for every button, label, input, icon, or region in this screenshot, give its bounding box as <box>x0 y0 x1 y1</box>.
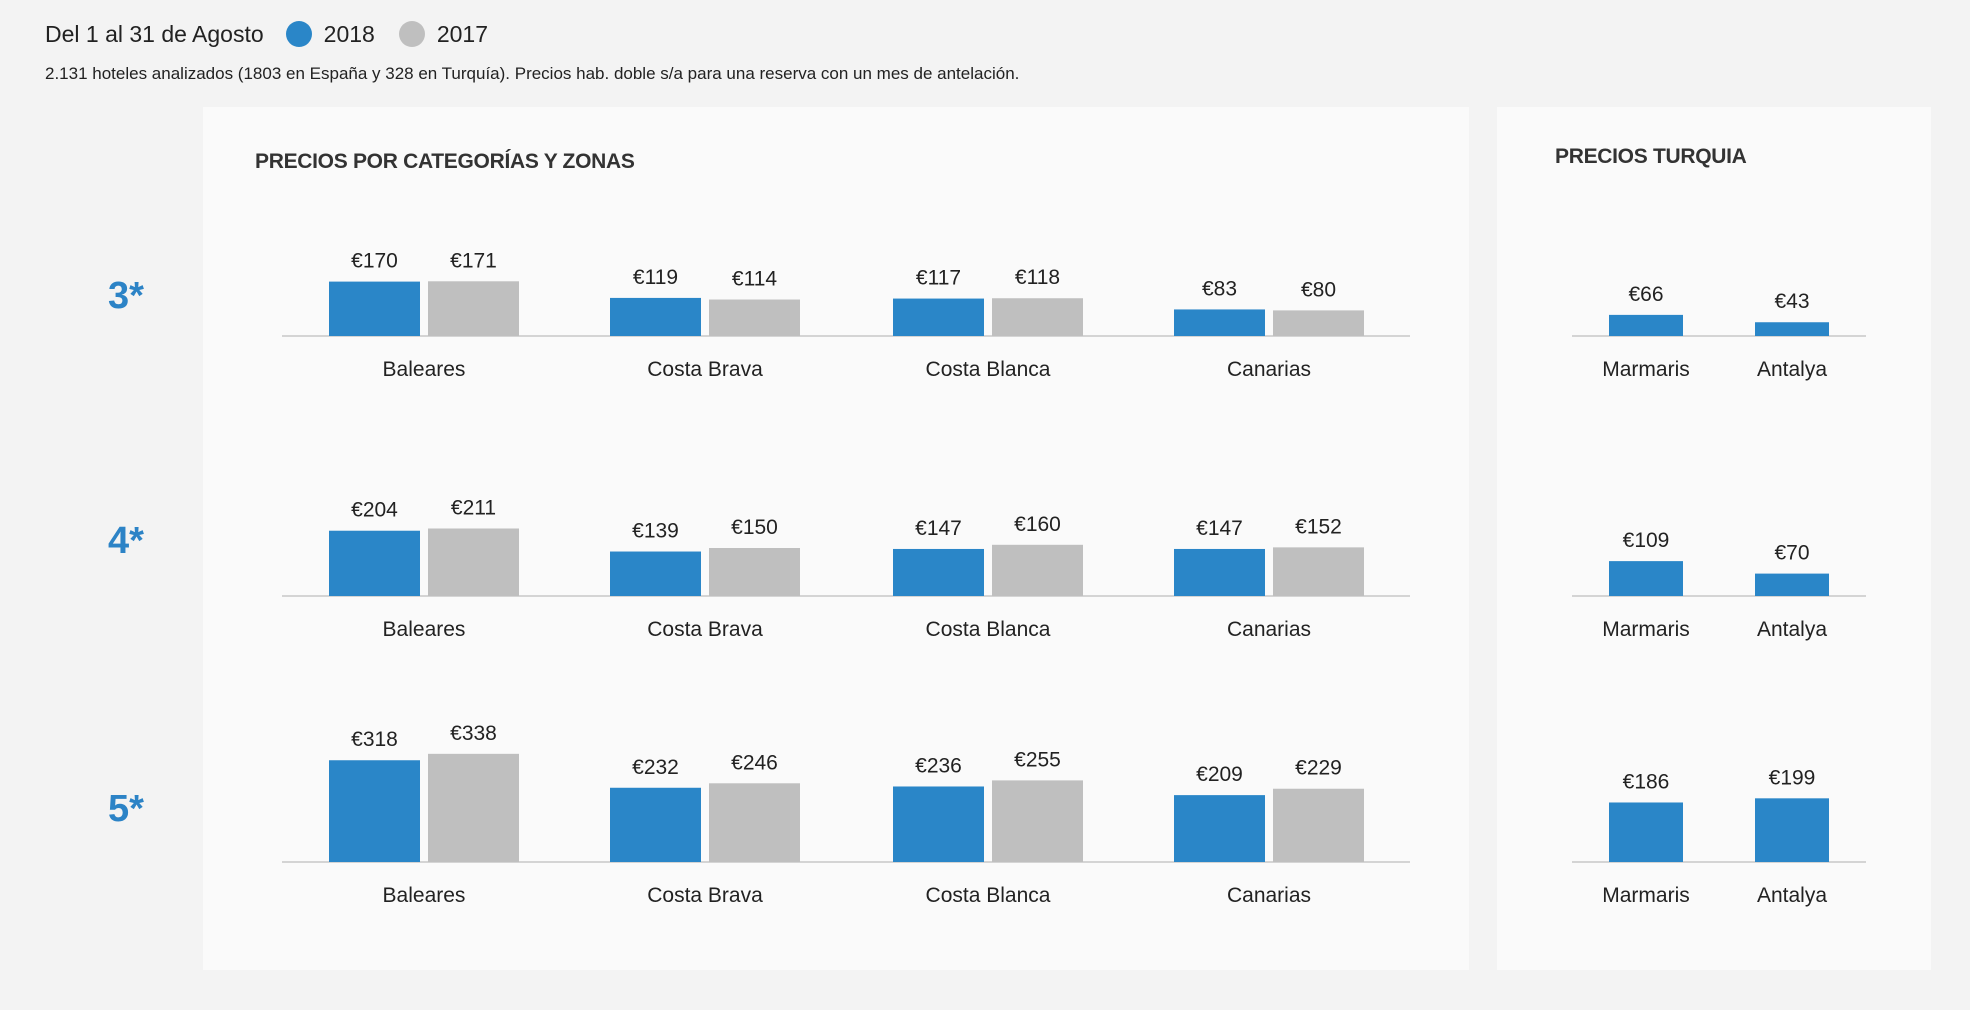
category-label-4-star: 4* <box>108 520 144 562</box>
spain-bar-costa-blanca-2017 <box>992 544 1083 596</box>
legend-swatch-2017 <box>398 21 425 47</box>
turkey-bar-antalya-2018 <box>1755 798 1829 862</box>
spain-bar-canarias-2017 <box>1273 310 1364 336</box>
category-label-5-star: 5* <box>108 788 144 830</box>
legend-label-2018: 2018 <box>323 20 375 47</box>
legend-label-2017: 2017 <box>436 20 489 47</box>
spain-category-label-costa-brava: Costa Brava <box>647 884 763 907</box>
spain-bar-baleares-2018 <box>329 530 420 596</box>
spain-value-label-canarias-2017: €80 <box>1301 278 1336 301</box>
spain-category-label-costa-brava: Costa Brava <box>647 618 763 641</box>
turkey-value-label-marmaris-2018: €186 <box>1623 770 1670 793</box>
spain-bar-baleares-2018 <box>329 760 420 862</box>
turkey-category-label-antalya: Antalya <box>1757 618 1827 641</box>
spain-category-label-costa-blanca: Costa Blanca <box>926 618 1051 641</box>
legend-swatch-2018 <box>285 21 312 47</box>
spain-bar-costa-brava-2018 <box>610 551 701 596</box>
subtitle: 2.131 hoteles analizados (1803 en España… <box>45 64 1020 83</box>
legend-item-2018: 2018 <box>285 20 375 48</box>
turkey-category-label-marmaris: Marmaris <box>1602 358 1690 381</box>
spain-value-label-costa-brava-2018: €139 <box>632 520 679 543</box>
spain-bar-canarias-2018 <box>1174 795 1265 862</box>
spain-value-label-canarias-2018: €209 <box>1196 763 1243 786</box>
spain-value-label-costa-blanca-2018: €236 <box>915 754 962 777</box>
spain-bar-costa-brava-2017 <box>709 299 800 336</box>
spain-value-label-baleares-2017: €171 <box>450 249 497 272</box>
spain-category-label-costa-blanca: Costa Blanca <box>926 884 1051 907</box>
spain-bar-costa-brava-2018 <box>610 297 701 336</box>
turkey-panel <box>1497 107 1931 970</box>
turkey-bar-antalya-2018 <box>1755 573 1829 596</box>
spain-bar-canarias-2018 <box>1174 548 1265 596</box>
spain-value-label-costa-blanca-2017: €118 <box>1015 266 1060 289</box>
spain-bar-baleares-2017 <box>428 281 519 336</box>
spain-value-label-baleares-2017: €338 <box>450 722 497 745</box>
legend-item-2017: 2017 <box>398 20 489 48</box>
turkey-value-label-antalya-2018: €43 <box>1774 290 1809 313</box>
turkey-value-label-antalya-2018: €70 <box>1774 542 1809 565</box>
spain-category-label-baleares: Baleares <box>383 358 466 381</box>
spain-value-label-canarias-2018: €83 <box>1202 277 1237 300</box>
spain-category-label-canarias: Canarias <box>1227 358 1311 381</box>
spain-bar-baleares-2017 <box>428 753 519 862</box>
spain-category-label-costa-blanca: Costa Blanca <box>926 358 1051 381</box>
turkey-value-label-antalya-2018: €199 <box>1769 766 1816 789</box>
spain-bar-costa-blanca-2017 <box>992 298 1083 336</box>
spain-category-label-baleares: Baleares <box>383 884 466 907</box>
spain-value-label-baleares-2018: €204 <box>351 499 398 522</box>
turkey-category-label-antalya: Antalya <box>1757 358 1827 381</box>
spain-value-label-canarias-2018: €147 <box>1196 517 1243 540</box>
spain-value-label-canarias-2017: €229 <box>1295 757 1342 780</box>
spain-value-label-costa-brava-2018: €232 <box>632 756 679 779</box>
spain-value-label-baleares-2018: €318 <box>351 728 398 751</box>
spain-bar-canarias-2018 <box>1174 309 1265 336</box>
turkey-bar-marmaris-2018 <box>1609 314 1683 336</box>
spain-bar-baleares-2018 <box>329 281 420 336</box>
spain-bar-costa-brava-2018 <box>610 787 701 862</box>
spain-bar-canarias-2017 <box>1273 547 1364 596</box>
spain-value-label-costa-blanca-2017: €255 <box>1014 748 1061 771</box>
spain-bar-costa-brava-2017 <box>709 548 800 596</box>
spain-value-label-costa-brava-2017: €114 <box>732 268 777 291</box>
turkey-value-label-marmaris-2018: €66 <box>1628 283 1663 306</box>
spain-bar-canarias-2017 <box>1273 788 1364 862</box>
spain-value-label-costa-blanca-2018: €147 <box>915 517 962 540</box>
header: Del 1 al 31 de Agosto 2018 2017 <box>45 14 512 54</box>
spain-bar-costa-blanca-2018 <box>893 548 984 596</box>
spain-value-label-costa-brava-2017: €150 <box>731 516 778 539</box>
spain-category-label-canarias: Canarias <box>1227 884 1311 907</box>
turkey-value-label-marmaris-2018: €109 <box>1623 529 1670 552</box>
turkey-bar-antalya-2018 <box>1755 322 1829 336</box>
spain-bar-costa-blanca-2018 <box>893 298 984 336</box>
spain-category-label-canarias: Canarias <box>1227 618 1311 641</box>
category-label-3-star: 3* <box>108 275 144 317</box>
spain-panel-title: PRECIOS POR CATEGORÍAS Y ZONAS <box>255 150 635 173</box>
spain-value-label-canarias-2017: €152 <box>1295 515 1342 538</box>
spain-value-label-costa-blanca-2018: €117 <box>916 267 961 290</box>
spain-value-label-costa-blanca-2017: €160 <box>1014 513 1061 536</box>
turkey-category-label-marmaris: Marmaris <box>1602 618 1690 641</box>
turkey-category-label-antalya: Antalya <box>1757 884 1827 907</box>
date-range: Del 1 al 31 de Agosto <box>45 20 264 47</box>
turkey-panel-title: PRECIOS TURQUIA <box>1555 145 1747 168</box>
spain-value-label-baleares-2018: €170 <box>351 250 398 273</box>
turkey-bar-marmaris-2018 <box>1609 802 1683 862</box>
spain-category-label-baleares: Baleares <box>383 618 466 641</box>
spain-bar-costa-blanca-2018 <box>893 786 984 862</box>
spain-bar-costa-blanca-2017 <box>992 780 1083 862</box>
turkey-bar-marmaris-2018 <box>1609 561 1683 596</box>
spain-value-label-baleares-2017: €211 <box>451 496 496 519</box>
spain-category-label-costa-brava: Costa Brava <box>647 358 763 381</box>
spain-bar-costa-brava-2017 <box>709 783 800 862</box>
spain-value-label-costa-brava-2018: €119 <box>633 266 678 289</box>
turkey-category-label-marmaris: Marmaris <box>1602 884 1690 907</box>
spain-value-label-costa-brava-2017: €246 <box>731 751 778 774</box>
spain-bar-baleares-2017 <box>428 528 519 596</box>
